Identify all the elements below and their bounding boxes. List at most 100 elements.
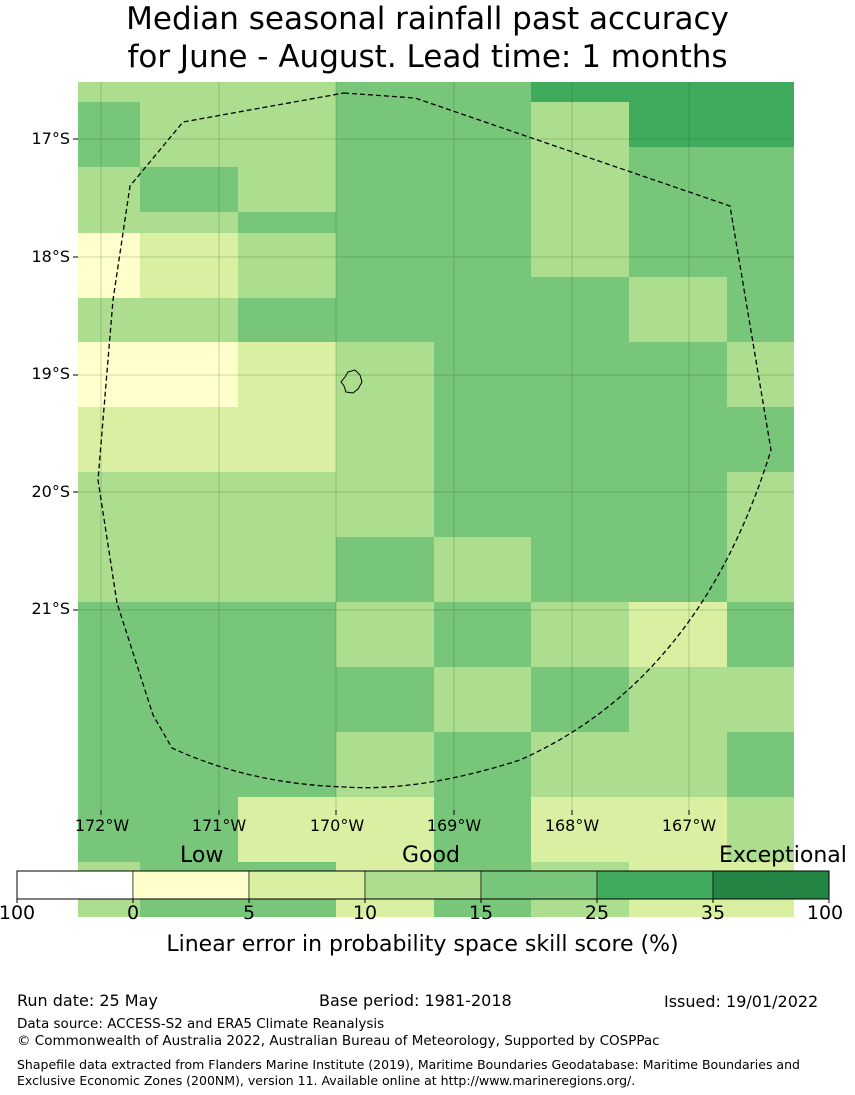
lat-label: 18°S [31, 247, 70, 266]
skill-cell [531, 667, 629, 732]
skill-cell [238, 472, 336, 537]
title-line-1: Median seasonal rainfall past accuracy [126, 1, 729, 37]
skill-cell [434, 82, 531, 147]
lat-label: 21°S [31, 599, 70, 618]
skill-cell [629, 602, 727, 667]
skill-cell [238, 667, 336, 732]
skill-cell [336, 602, 434, 667]
colorbar-tick: 25 [584, 902, 610, 924]
skill-cell [140, 797, 238, 862]
skill-cell [238, 407, 336, 472]
skill-cell [78, 602, 238, 667]
skill-cell [336, 342, 434, 407]
skill-cell [434, 407, 531, 472]
skill-cell [629, 147, 727, 212]
colorbar-tick: 10 [352, 902, 378, 924]
skill-cell [434, 472, 531, 537]
colorbar-frame [16, 870, 830, 900]
colorbar-tick: 100 [806, 902, 844, 924]
lat-label: 19°S [31, 364, 70, 383]
colorbar-swatch [16, 870, 134, 900]
skill-cell [78, 167, 140, 233]
lon-label: 168°W [544, 816, 600, 835]
map-title: Median seasonal rainfall past accuracy f… [0, 0, 855, 76]
skill-cell [531, 797, 629, 862]
skill-cell [434, 212, 531, 277]
skill-cell [629, 342, 727, 407]
colorbar-tick: 0 [126, 902, 140, 924]
skill-cell [531, 167, 629, 233]
skill-cell [238, 147, 336, 212]
skill-cell [336, 667, 434, 732]
skill-cell [140, 102, 238, 167]
skill-cell [434, 797, 531, 862]
skill-cell [629, 797, 727, 862]
colorbar-swatch [596, 870, 714, 900]
skill-cell [78, 797, 140, 862]
skill-cell [727, 602, 794, 667]
skill-cell [727, 667, 794, 732]
colorbar-swatch [480, 870, 598, 900]
category-good: Good [402, 843, 460, 868]
colorbar-tick: 15 [468, 902, 494, 924]
skill-cell [336, 407, 434, 472]
skill-cell [629, 537, 727, 602]
title-line-2: for June - August. Lead time: 1 months [127, 39, 728, 75]
skill-cell [336, 537, 434, 602]
eez-boundary [97, 92, 772, 789]
skill-cell [78, 667, 238, 732]
copyright: © Commonwealth of Australia 2022, Austra… [17, 1033, 660, 1049]
skill-cell [78, 407, 238, 472]
skill-cell [336, 212, 434, 277]
skill-cell [78, 732, 238, 797]
skill-cell [434, 342, 531, 407]
skill-cell [531, 732, 629, 797]
lon-label: 172°W [74, 816, 130, 835]
colorbar-swatch [712, 870, 830, 900]
skill-cell [727, 472, 794, 537]
skill-cell [629, 667, 727, 732]
skill-cell [238, 797, 336, 862]
skill-cell [531, 537, 629, 602]
skill-cell [727, 342, 794, 407]
skill-cell [727, 797, 794, 862]
shapefile-credit: Shapefile data extracted from Flanders M… [17, 1057, 800, 1088]
skill-cell [238, 537, 336, 602]
skill-cell [434, 147, 531, 212]
lat-label: 17°S [31, 129, 70, 148]
colorbar-swatch [364, 870, 482, 900]
colorbar-tick: 100 [0, 902, 36, 924]
colorbar-swatch [132, 870, 250, 900]
skill-cell [140, 233, 238, 298]
skill-cell [434, 732, 531, 797]
colorbar-tick: 5 [242, 902, 256, 924]
lon-label: 171°W [191, 816, 247, 835]
skill-cell [531, 472, 629, 537]
lat-label: 20°S [31, 482, 70, 501]
lon-label: 169°W [426, 816, 482, 835]
skill-cell [727, 277, 794, 342]
colorbar-label: Linear error in probability space skill … [166, 932, 679, 957]
skill-grid [78, 82, 794, 917]
colorbar-tick: 35 [700, 902, 726, 924]
skill-cell [78, 82, 238, 102]
skill-cell [78, 537, 238, 602]
skill-cell [434, 602, 531, 667]
skill-cell [336, 82, 434, 147]
lon-label: 170°W [309, 816, 365, 835]
data-source: Data source: ACCESS-S2 and ERA5 Climate … [17, 1016, 385, 1032]
skill-cell [629, 212, 727, 277]
skill-cell [434, 537, 531, 602]
skill-cell [434, 277, 531, 342]
skill-cell [336, 797, 434, 862]
skill-cell [629, 407, 727, 472]
base-period: Base period: 1981-2018 [319, 991, 512, 1010]
skill-cell [238, 602, 336, 667]
skill-cell [629, 732, 727, 797]
skill-cell [531, 82, 794, 102]
skill-cell [727, 537, 794, 602]
skill-cell [336, 732, 434, 797]
skill-cell [238, 233, 336, 298]
skill-cell [78, 233, 140, 298]
